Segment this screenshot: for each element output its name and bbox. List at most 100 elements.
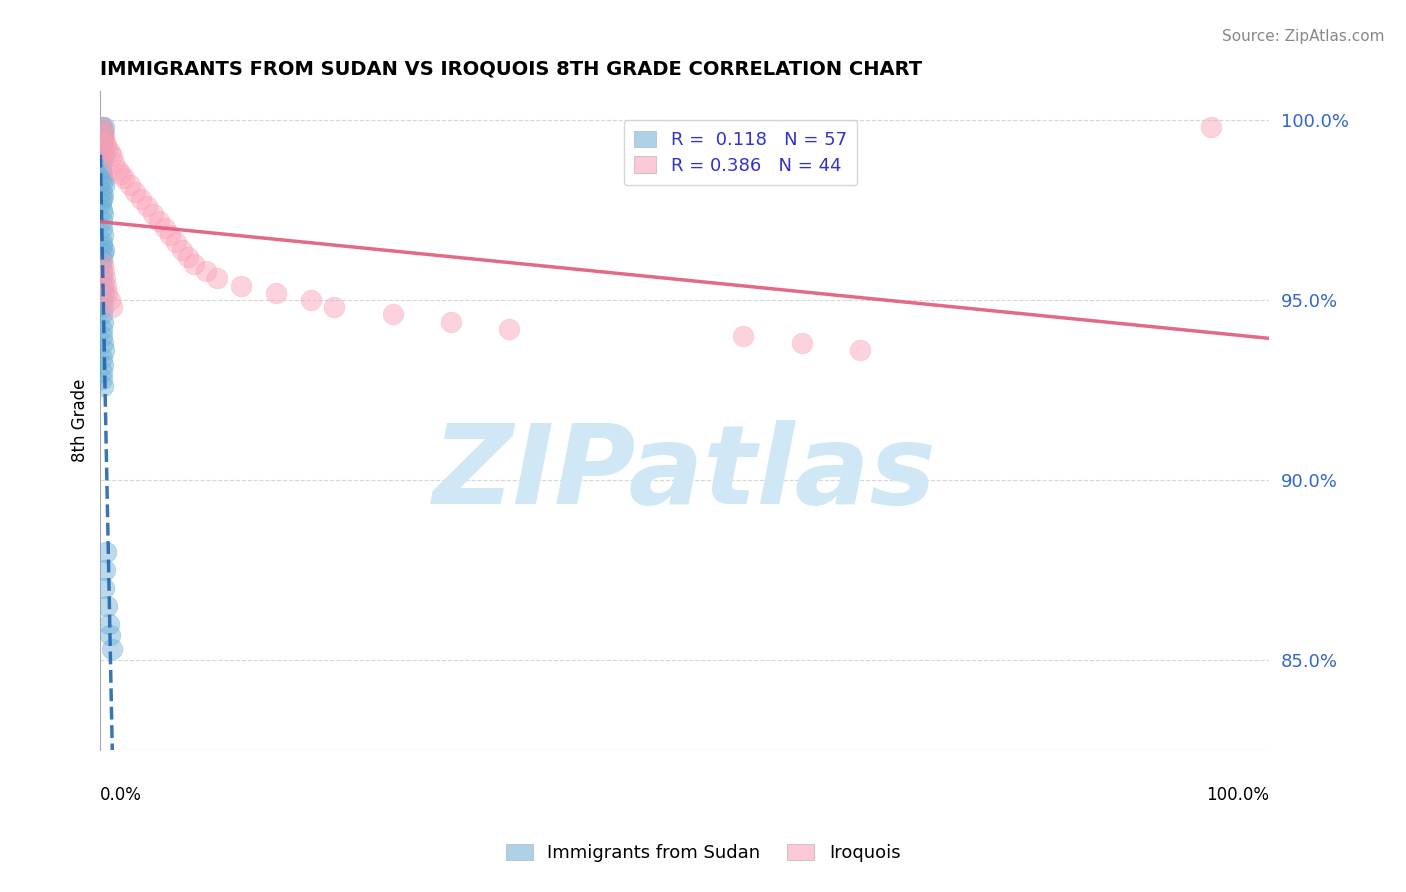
Point (103, 156, 125, 170)
Point (129, 192, 152, 206)
Point (90, 120, 112, 135)
Point (148, 214, 170, 228)
Point (183, 257, 205, 271)
Point (323, 300, 346, 314)
Point (440, 315, 463, 329)
Point (91, 358, 114, 372)
Point (90, 135, 112, 149)
Point (91, 336, 114, 351)
Y-axis label: 8th Grade: 8th Grade (72, 379, 89, 462)
Point (91, 372, 114, 386)
Point (90, 322, 112, 336)
Point (91, 300, 114, 314)
Point (101, 149, 124, 163)
Point (90, 163, 112, 178)
Point (93, 581, 115, 595)
Point (93, 343, 115, 358)
Point (153, 221, 176, 235)
Point (91, 131, 114, 145)
Legend: R =  0.118   N = 57, R = 0.386   N = 44: R = 0.118 N = 57, R = 0.386 N = 44 (624, 120, 858, 186)
Point (194, 264, 217, 278)
Point (165, 235, 187, 250)
Point (91, 246, 114, 260)
Point (91, 228, 114, 243)
Point (90, 167, 112, 181)
Point (91, 221, 114, 235)
Point (93, 128, 115, 142)
Point (91, 257, 114, 271)
Point (299, 293, 322, 307)
Text: 100.0%: 100.0% (1206, 786, 1270, 804)
Point (93, 145, 115, 160)
Point (136, 199, 159, 213)
Point (90, 156, 112, 170)
Point (94, 271, 117, 285)
Point (177, 250, 200, 264)
Point (91, 271, 114, 285)
Point (733, 329, 755, 343)
Point (90, 128, 112, 142)
Point (98, 628, 121, 642)
Point (94, 135, 117, 149)
Text: ZIPatlas: ZIPatlas (433, 420, 936, 527)
Text: IMMIGRANTS FROM SUDAN VS IROQUOIS 8TH GRADE CORRELATION CHART: IMMIGRANTS FROM SUDAN VS IROQUOIS 8TH GR… (100, 60, 922, 78)
Text: Source: ZipAtlas.com: Source: ZipAtlas.com (1222, 29, 1385, 45)
Point (90, 192, 112, 206)
Point (112, 170, 135, 185)
Point (90, 235, 112, 250)
Point (205, 271, 228, 285)
Point (90, 138, 112, 153)
Point (381, 307, 404, 321)
Point (101, 642, 124, 657)
Point (90, 293, 112, 307)
Point (91, 329, 114, 343)
Point (91, 128, 114, 142)
Point (90, 307, 112, 321)
Point (90, 214, 112, 228)
Point (96, 142, 118, 156)
Point (849, 343, 872, 358)
Legend: Immigrants from Sudan, Iroquois: Immigrants from Sudan, Iroquois (498, 837, 908, 870)
Point (93, 120, 115, 135)
Point (118, 178, 141, 192)
Point (96, 278, 118, 293)
Point (90, 264, 112, 278)
Point (91, 124, 114, 138)
Point (96, 138, 118, 153)
Point (91, 149, 114, 163)
Point (91, 206, 114, 220)
Point (91, 315, 114, 329)
Point (98, 293, 121, 307)
Point (96, 285, 118, 300)
Point (96, 599, 118, 613)
Point (124, 185, 146, 199)
Point (1199, 120, 1222, 135)
Point (90, 253, 112, 268)
Point (90, 257, 112, 271)
Point (229, 278, 252, 293)
Point (159, 228, 181, 243)
Point (91, 124, 114, 138)
Point (90, 365, 112, 379)
Point (93, 243, 115, 257)
Point (90, 239, 112, 253)
Point (90, 185, 112, 199)
Text: 0.0%: 0.0% (100, 786, 142, 804)
Point (498, 322, 520, 336)
Point (90, 120, 112, 135)
Point (91, 379, 114, 393)
Point (264, 285, 287, 300)
Point (90, 351, 112, 365)
Point (90, 142, 112, 156)
Point (96, 545, 118, 559)
Point (91, 124, 114, 138)
Point (107, 163, 129, 178)
Point (110, 167, 132, 181)
Point (91, 188, 114, 202)
Point (91, 170, 114, 185)
Point (142, 206, 165, 220)
Point (90, 202, 112, 217)
Point (93, 285, 115, 300)
Point (93, 264, 115, 278)
Point (98, 145, 121, 160)
